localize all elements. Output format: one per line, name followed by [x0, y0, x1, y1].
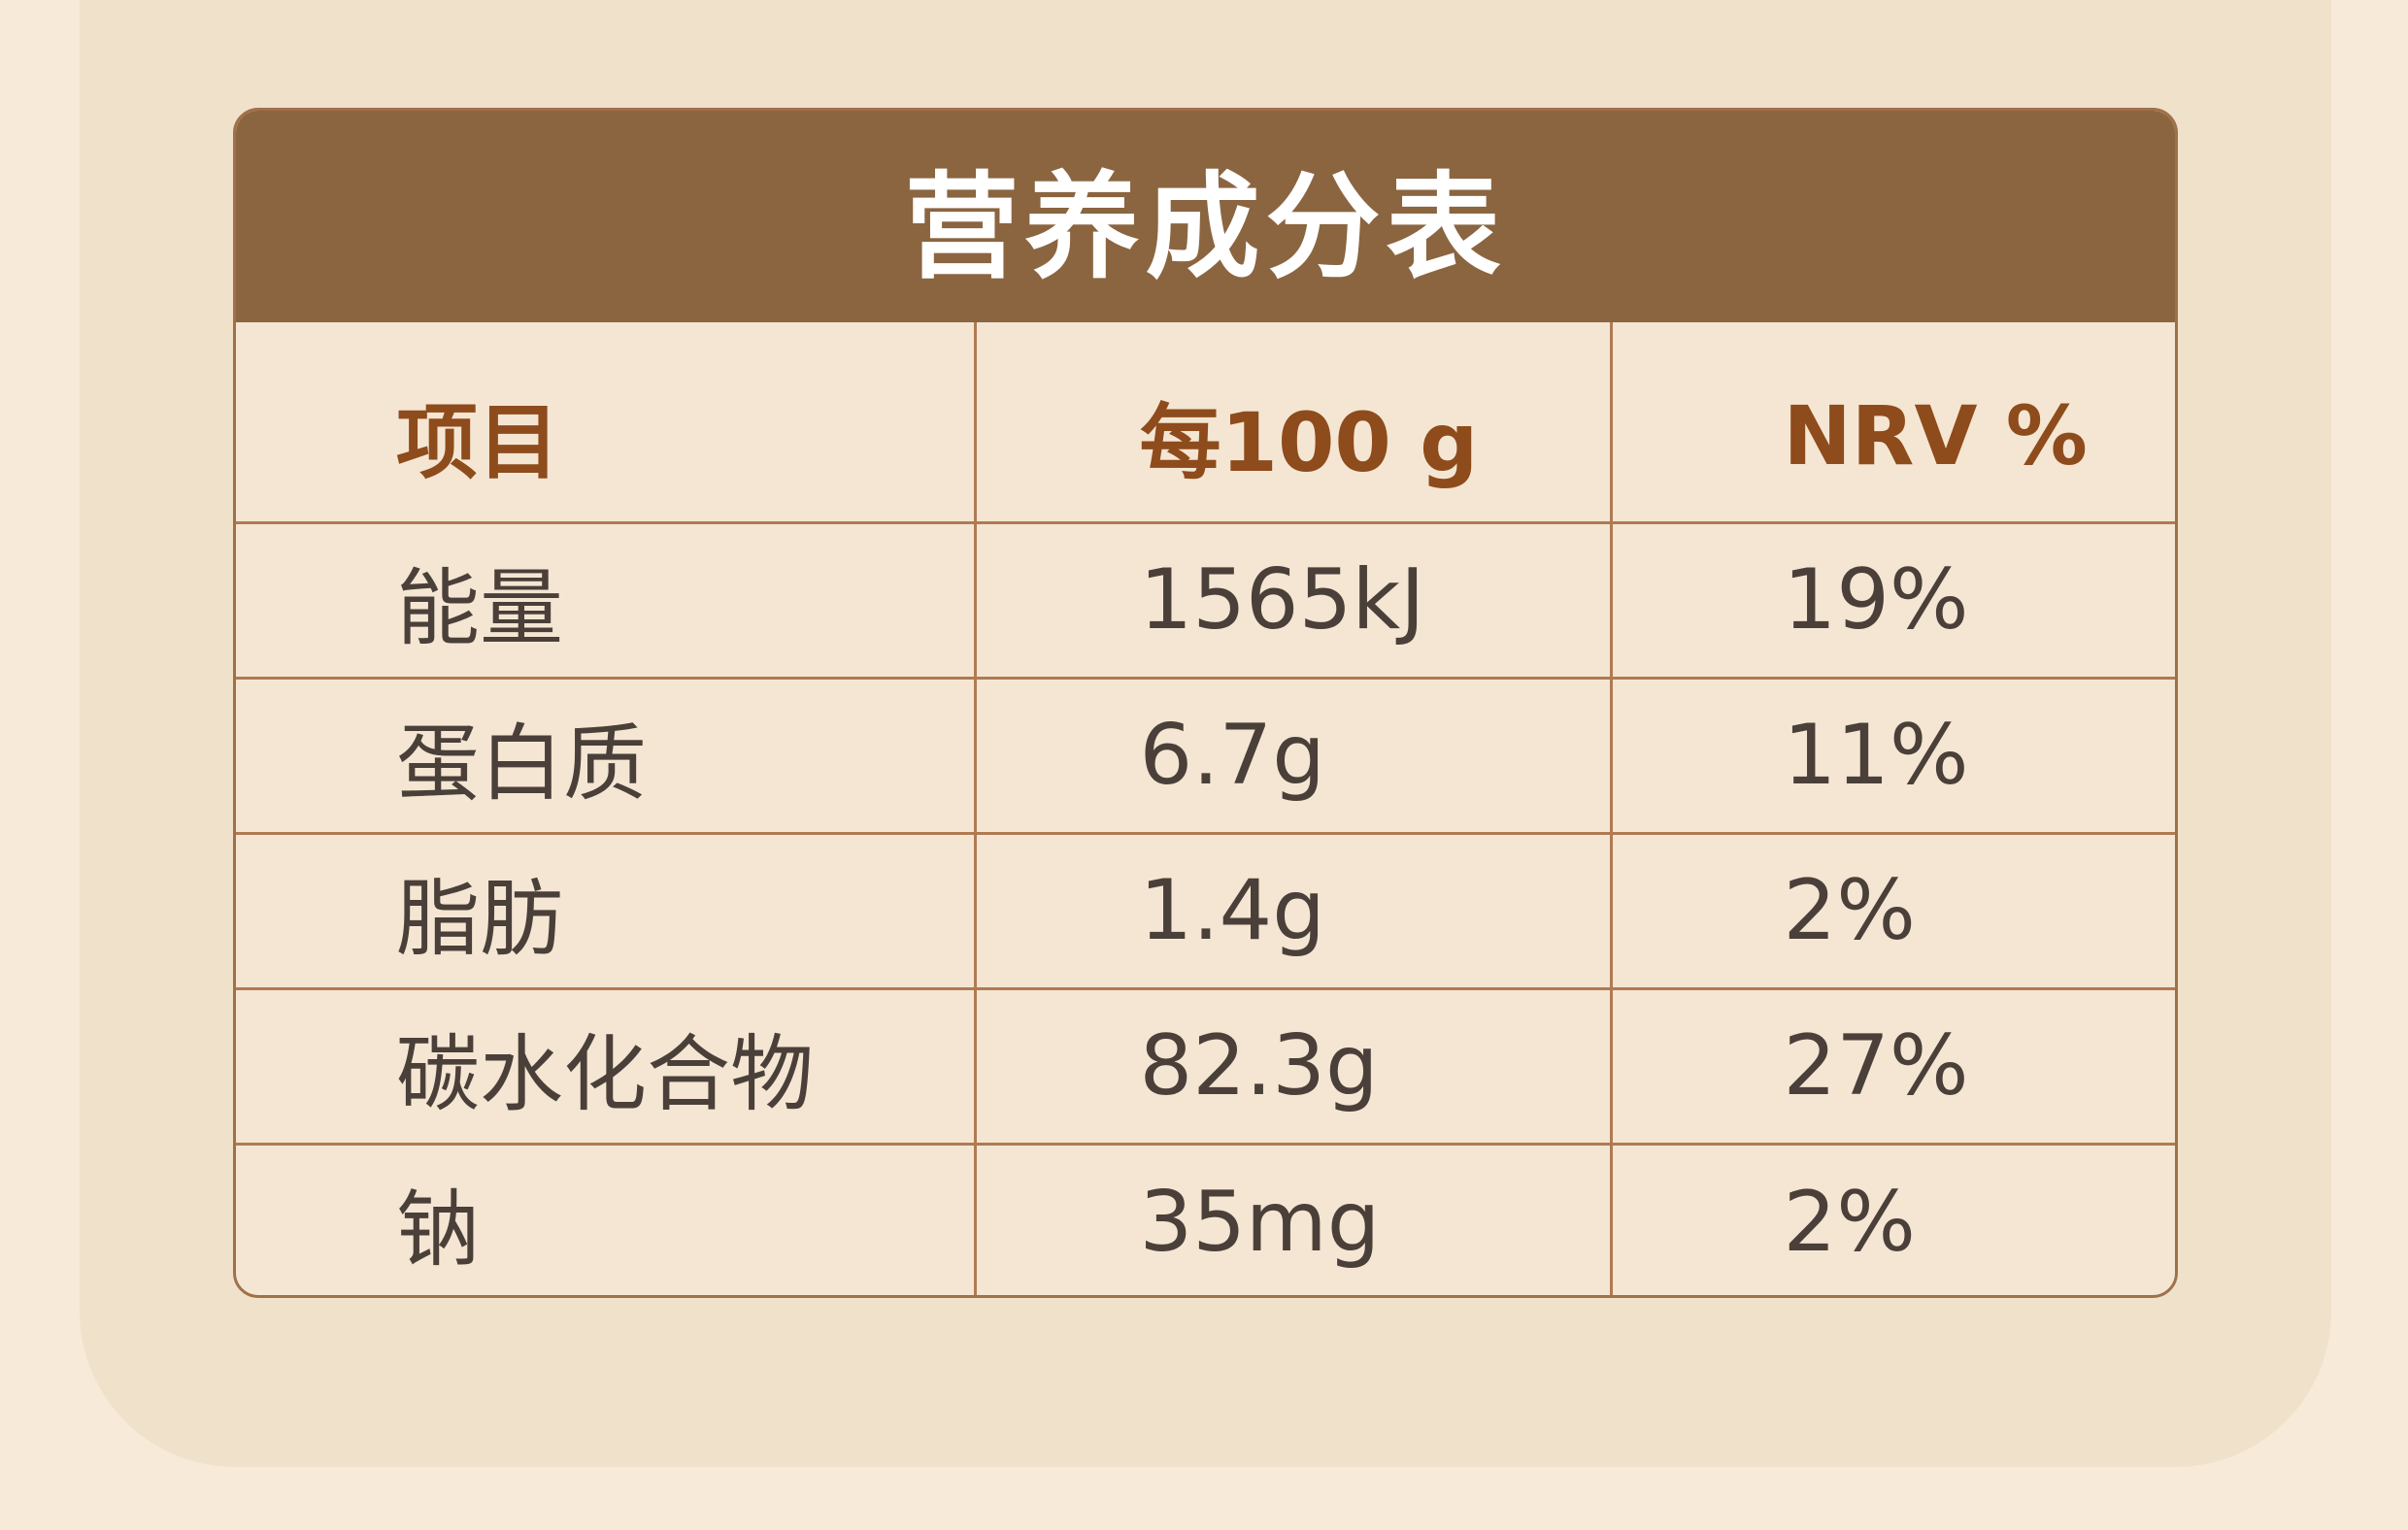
table-cell: 27%	[1609, 988, 2175, 1146]
table-cell: 19%	[1609, 522, 2175, 680]
table-cell: 1565kJ	[973, 522, 1613, 680]
column-header: 项目	[236, 322, 977, 524]
table-cell: 蛋白质	[236, 678, 977, 835]
table-cell: 35mg	[973, 1144, 1613, 1295]
table-cell: 钠	[236, 1144, 977, 1295]
table: 项目 每100 g NRV % 能量 1565kJ 19% 蛋白质 6.7g 11% 脂肪 1.4g…	[236, 322, 2175, 1295]
table-cell: 碳水化合物	[236, 988, 977, 1146]
table-cell: 2%	[1609, 833, 2175, 990]
column-header: NRV %	[1609, 322, 2175, 524]
table-cell: 82.3g	[973, 988, 1613, 1146]
header-row: 项目 每100 g NRV %	[236, 322, 2175, 524]
table-row: 蛋白质 6.7g 11%	[236, 678, 2175, 835]
column-header: 每100 g	[973, 322, 1613, 524]
table-cell: 2%	[1609, 1144, 2175, 1295]
table-cell: 脂肪	[236, 833, 977, 990]
nutrition-table: 营养成分表 项目 每100 g NRV % 能量 1565kJ 19% 蛋白质 6.7g 11%…	[233, 108, 2178, 1298]
table-row: 脂肪 1.4g 2%	[236, 833, 2175, 990]
table-row: 碳水化合物 82.3g 27%	[236, 988, 2175, 1146]
table-title: 营养成分表	[236, 111, 2175, 322]
table-cell: 6.7g	[973, 678, 1613, 835]
table-cell: 能量	[236, 522, 977, 680]
table-row: 能量 1565kJ 19%	[236, 522, 2175, 680]
table-cell: 11%	[1609, 678, 2175, 835]
table-row: 钠 35mg 2%	[236, 1144, 2175, 1295]
table-cell: 1.4g	[973, 833, 1613, 990]
